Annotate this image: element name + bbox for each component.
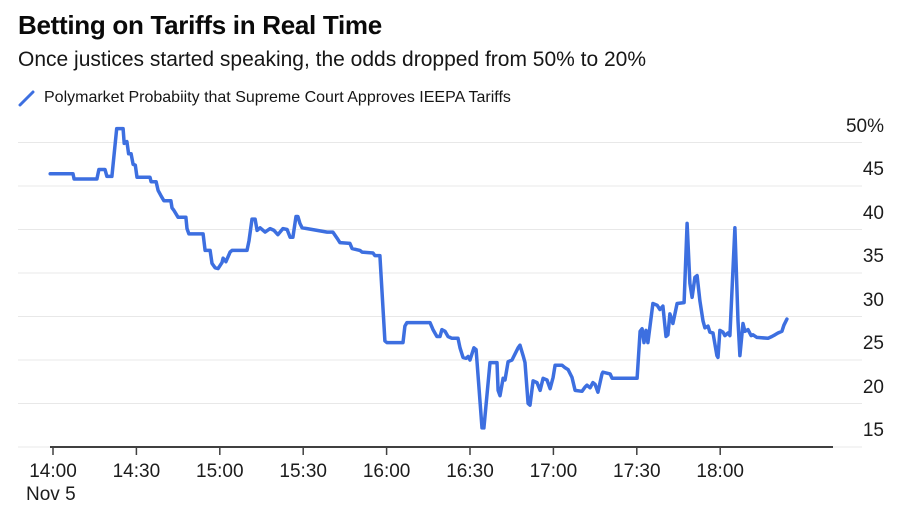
y-axis-label: 15 [862, 420, 884, 441]
chart-subtitle: Once justices started speaking, the odds… [18, 48, 647, 71]
x-axis [50, 446, 833, 455]
x-axis-label: 14:00 [29, 461, 77, 482]
y-axis-label: 45 [862, 159, 884, 180]
x-axis-label: 17:30 [613, 461, 661, 482]
x-axis-label: 16:00 [362, 461, 411, 482]
x-axis-date-label: Nov 5 [26, 484, 76, 505]
legend-label: Polymarket Probabiity that Supreme Court… [44, 89, 511, 106]
y-axis-label: 20 [862, 376, 884, 398]
x-axis-label: 15:00 [196, 461, 244, 482]
x-axis-label: 18:00 [696, 461, 744, 482]
x-axis-label: 14:30 [112, 461, 161, 482]
x-axis-label: 16:30 [446, 461, 494, 482]
chart-title: Betting on Tariffs in Real Time [18, 10, 382, 40]
series-line [48, 126, 789, 430]
x-axis-label: 17:00 [529, 461, 578, 482]
legend: Polymarket Probabiity that Supreme Court… [18, 89, 511, 107]
y-axis-label: 35 [862, 246, 884, 267]
x-axis-label: 15:30 [279, 461, 327, 482]
y-axis-label: 50% [845, 115, 884, 137]
legend-line-icon [18, 90, 35, 106]
y-axis-label: 25 [862, 333, 884, 354]
series-group [48, 126, 789, 430]
y-axis-label: 40 [862, 202, 884, 224]
y-axis-label: 30 [862, 289, 884, 311]
